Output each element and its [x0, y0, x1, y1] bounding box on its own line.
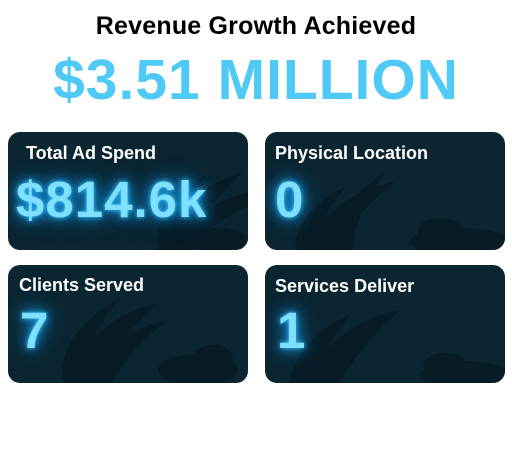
stat-card-physical-location: Physical Location 0 — [265, 132, 505, 250]
card-value: $814.6k — [16, 171, 208, 228]
card-label: Clients Served — [19, 275, 145, 295]
palm-leaf-decoration — [290, 310, 505, 383]
card-value: 7 — [20, 302, 50, 359]
card-value: 0 — [275, 171, 305, 228]
card-label: Services Deliver — [275, 276, 415, 296]
palm-leaf-decoration — [295, 172, 505, 250]
stat-card-ad-spend: Total Ad Spend $814.6k — [8, 132, 248, 250]
stat-card-clients-served: Clients Served 7 — [8, 265, 248, 383]
card-label: Total Ad Spend — [26, 143, 156, 163]
palm-leaf-decoration — [62, 300, 238, 383]
card-value: 1 — [277, 302, 307, 359]
headline: Revenue Growth Achieved — [95, 12, 417, 40]
stat-card-services-deliver: Services Deliver 1 — [265, 265, 505, 383]
palm-leaf-decoration — [157, 172, 248, 250]
revenue-amount: $3.51 MILLION — [53, 48, 459, 112]
card-label: Physical Location — [275, 143, 429, 163]
